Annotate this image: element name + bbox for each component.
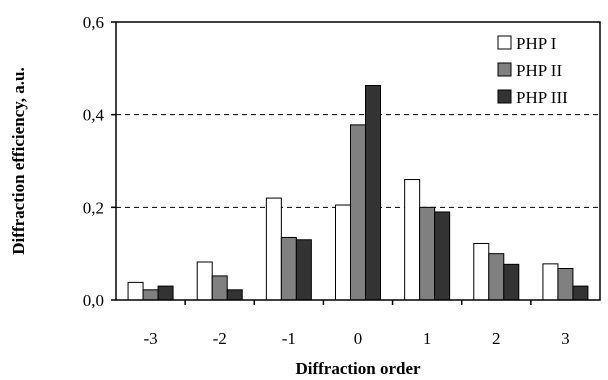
y-tick-label: 0,6 [83, 13, 104, 32]
bar-php-iii-1 [434, 211, 451, 301]
x-tick-label: -2 [213, 329, 227, 348]
bar-marks [127, 84, 589, 301]
bar-php-ii-2 [488, 253, 505, 301]
legend-label: PHP II [516, 61, 562, 80]
bar-php-iii-2 [503, 263, 520, 301]
bar-php-i--2 [196, 261, 213, 301]
x-tick-label: 2 [492, 329, 501, 348]
x-tick-label: -1 [282, 329, 296, 348]
y-axis-ticks: 0,0 0,2 0,4 0,6 [83, 13, 116, 310]
y-axis-title: Diffraction efficiency, a.u. [9, 67, 28, 254]
x-tick-label: 1 [423, 329, 432, 348]
y-tick-label: 0,2 [83, 198, 104, 217]
bar-php-ii--2 [211, 275, 228, 301]
y-tick-label: 0,4 [83, 106, 105, 125]
bar-php-i--3 [127, 281, 144, 301]
x-axis-title: Diffraction order [295, 359, 421, 378]
bar-php-iii--3 [157, 285, 174, 301]
plot-frame [115, 21, 601, 301]
bar-php-iii--1 [295, 239, 312, 301]
bar-php-iii--2 [226, 289, 243, 301]
legend: PHP I PHP II PHP III [497, 34, 568, 107]
y-tick-label: 0,0 [83, 291, 104, 310]
bar-php-ii--3 [142, 289, 159, 301]
bar-php-i--1 [265, 197, 282, 301]
bar-php-ii--1 [280, 236, 297, 301]
bar-php-i-0 [335, 204, 351, 301]
bar-php-iii-3 [572, 285, 589, 301]
x-tick-label: -3 [143, 329, 157, 348]
bar-php-ii-0 [350, 124, 366, 301]
legend-label: PHP I [516, 34, 557, 53]
x-axis-ticks: -3 -2 -1 0 1 2 3 [143, 300, 570, 348]
bar-php-iii-0 [365, 84, 381, 301]
bar-php-i-1 [404, 179, 421, 301]
x-tick-label: 3 [561, 329, 570, 348]
bar-php-ii-3 [557, 267, 574, 301]
legend-swatch [497, 89, 512, 104]
bar-php-ii-1 [419, 206, 436, 301]
legend-swatch [497, 62, 512, 77]
legend-swatch [497, 35, 512, 50]
x-tick-label: 0 [354, 329, 363, 348]
bar-php-i-2 [473, 242, 490, 301]
bar-php-i-3 [542, 263, 559, 301]
legend-label: PHP III [516, 88, 568, 107]
